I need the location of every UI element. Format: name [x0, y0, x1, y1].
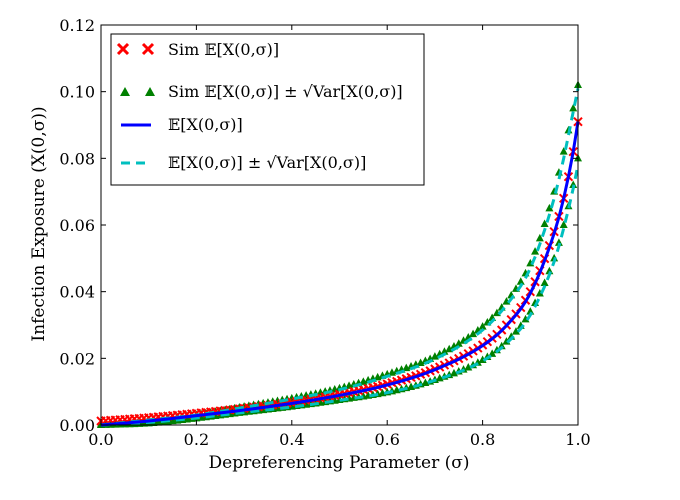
- sim-band-point: [469, 329, 478, 338]
- plot-frame: [100, 24, 579, 426]
- x-tick-label: 0.2: [184, 430, 209, 449]
- sim-band-point: [569, 180, 578, 188]
- y-tick-label: 0.10: [59, 83, 95, 102]
- sim-band-point: [464, 362, 473, 371]
- y-tick-label: 0.00: [59, 416, 95, 435]
- x-tick-label: 0.4: [279, 430, 304, 449]
- x-tick-label: 0.0: [88, 430, 113, 449]
- legend-marker-sim-band: [120, 87, 155, 96]
- sim-band-point: [545, 203, 554, 212]
- x-axis-label: Depreferencing Parameter (σ): [209, 453, 470, 473]
- sim-band-point: [521, 314, 530, 323]
- sim-band-point: [559, 147, 568, 155]
- sim-band-point: [535, 288, 544, 297]
- sim-band-point: [559, 220, 568, 228]
- y-tick-label: 0.12: [59, 16, 95, 35]
- axis-ticks: 0.0 0.2 0.4 0.6 0.8 1.0 0.00 0.02 0.04 0.06 0.08 0.…: [59, 16, 590, 449]
- y-axis-label: Infection Exposure (X(0,σ)): [29, 106, 49, 341]
- plot-area: [96, 80, 583, 428]
- sim-band-point: [540, 219, 549, 227]
- legend: Sim 𝔼[X(0,σ)] Sim 𝔼[X(0,σ)] ± √Var[X(0,σ…: [110, 33, 425, 186]
- band-line: [100, 164, 580, 427]
- sim-band-point: [440, 347, 449, 355]
- legend-marker-sim-mean: [116, 42, 155, 56]
- sim-band-point: [416, 358, 425, 366]
- y-tick-label: 0.04: [59, 283, 95, 302]
- x-tick-label: 0.6: [374, 430, 399, 449]
- sim-band-point: [454, 339, 463, 347]
- sim-band-point: [478, 322, 487, 330]
- y-tick-label: 0.08: [59, 149, 95, 168]
- sim-band-point: [531, 247, 540, 255]
- legend-label-mean: 𝔼[X(0,σ)]: [168, 115, 243, 134]
- series-3: [100, 121, 580, 427]
- sim-band-point: [535, 233, 544, 242]
- legend-label-band: 𝔼[X(0,σ)] ± √Var[X(0,σ)]: [168, 153, 366, 172]
- sim-band-point: [569, 103, 578, 112]
- sim-band-point: [516, 277, 525, 285]
- x-tick-label: 0.8: [470, 430, 495, 449]
- x-tick-label: 1.0: [565, 430, 590, 449]
- legend-label-sim-mean: Sim 𝔼[X(0,σ)]: [168, 40, 279, 59]
- sim-band-point: [430, 352, 439, 360]
- legend-box: [110, 33, 425, 186]
- sim-band-point: [511, 327, 520, 335]
- legend-label-sim-band: Sim 𝔼[X(0,σ)] ± √Var[X(0,σ)]: [168, 82, 403, 101]
- sim-band-point: [497, 341, 506, 350]
- mean-line: [100, 121, 580, 427]
- y-tick-label: 0.06: [59, 216, 95, 235]
- sim-band-point: [540, 278, 549, 286]
- y-tick-label: 0.02: [59, 349, 95, 368]
- series-5: [100, 164, 580, 427]
